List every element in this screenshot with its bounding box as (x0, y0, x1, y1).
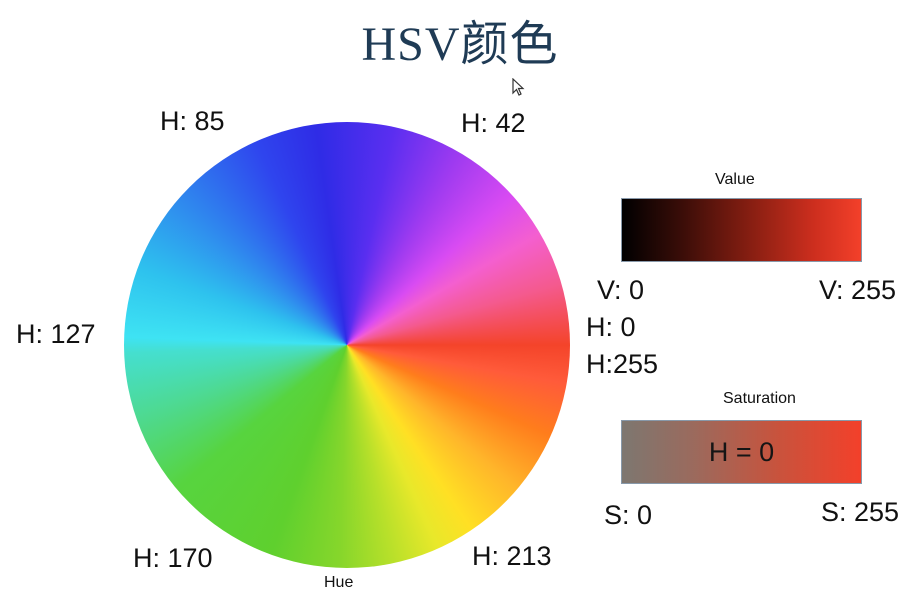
saturation-min-label: S: 0 (604, 500, 652, 531)
mouse-cursor-icon (512, 78, 526, 98)
value-min-label: V: 0 (597, 275, 644, 306)
value-bar-title: Value (715, 171, 755, 189)
hue-label-127: H: 127 (16, 319, 96, 350)
saturation-gradient-bar: H = 0 (621, 420, 862, 484)
hue-label-42: H: 42 (461, 108, 526, 139)
hue-label-255: H:255 (586, 349, 658, 380)
saturation-hue-label: H = 0 (709, 437, 774, 468)
hue-label-0: H: 0 (586, 312, 636, 343)
value-max-label: V: 255 (819, 275, 896, 306)
page-title: HSV颜色 (0, 4, 920, 74)
hue-label-85: H: 85 (160, 106, 225, 137)
saturation-bar-title: Saturation (723, 390, 796, 408)
hue-caption: Hue (324, 574, 353, 592)
hue-color-wheel (124, 122, 570, 568)
hue-label-170: H: 170 (133, 543, 213, 574)
saturation-max-label: S: 255 (821, 497, 899, 528)
value-gradient-bar (621, 198, 862, 262)
hue-label-213: H: 213 (472, 541, 552, 572)
